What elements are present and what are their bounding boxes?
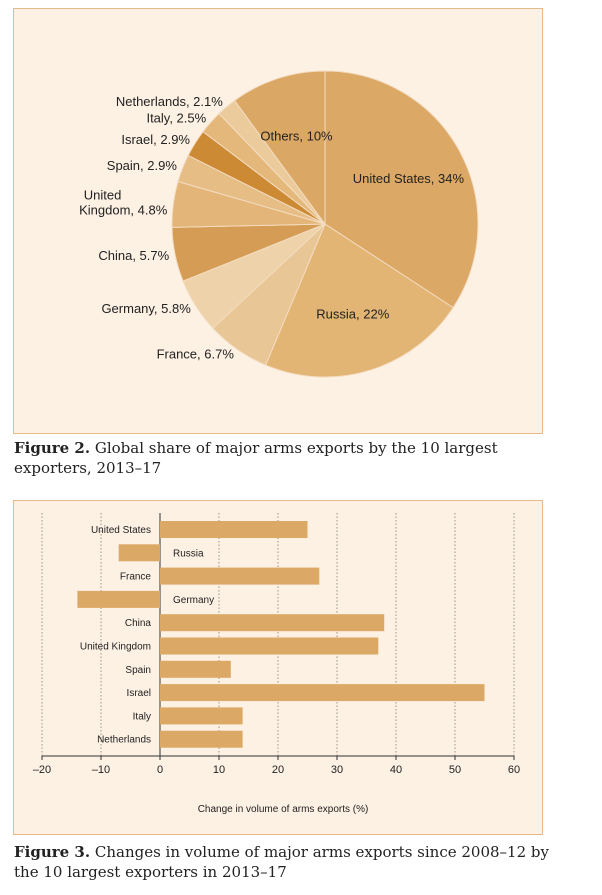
x-tick-label: 20 — [272, 764, 284, 776]
x-tick-label: 40 — [390, 764, 402, 776]
bar-spain — [160, 660, 231, 678]
pie-chart-panel: United States, 34% Russia, 22% France, 6.7… — [13, 8, 543, 434]
category-label-china: China — [125, 618, 152, 629]
x-tick-label: 10 — [213, 764, 225, 776]
pie-label-others: Others, 10% — [260, 129, 333, 144]
figure-3-caption-label: Figure 3. — [14, 843, 91, 861]
category-label-italy: Italy — [133, 711, 151, 722]
bar-germany — [77, 590, 160, 608]
pie-label-italy: Italy, 2.5% — [146, 110, 206, 125]
x-tick-label: 0 — [157, 764, 163, 776]
x-tick-label: –20 — [33, 764, 51, 776]
category-label-spain: Spain — [125, 665, 151, 676]
pie-label-netherlands: Netherlands, 2.1% — [116, 94, 223, 109]
category-label-israel: Israel — [127, 688, 151, 699]
pie-label-united-states: United States, 34% — [353, 171, 465, 186]
bar-united-states — [160, 521, 308, 538]
category-label-russia: Russia — [173, 548, 204, 559]
category-label-germany: Germany — [173, 595, 214, 606]
bar-israel — [160, 684, 485, 702]
pie-label-israel: Israel, 2.9% — [121, 132, 190, 147]
bar-chart-panel: United States Russia France Germany China Uni… — [13, 500, 543, 835]
pie-chart: United States, 34% Russia, 22% France, 6.7… — [79, 70, 479, 378]
pie-label-germany: Germany, 5.8% — [101, 301, 191, 316]
x-tick-label: –10 — [92, 764, 110, 776]
pie-slice-russia — [265, 223, 454, 378]
x-tick-label: 60 — [508, 764, 520, 776]
pie-label-france: France, 6.7% — [157, 346, 235, 361]
category-label-france: France — [120, 572, 152, 583]
figure-3-caption: Figure 3. Changes in volume of major arm… — [14, 842, 574, 882]
figure-2-caption: Figure 2. Global share of major arms exp… — [14, 438, 574, 478]
category-label-netherlands: Netherlands — [97, 735, 151, 746]
category-label-united-states: United States — [91, 525, 151, 536]
pie-label-china: China, 5.7% — [98, 248, 169, 263]
figure-2-caption-text: Global share of major arms exports by th… — [14, 439, 498, 477]
bar-russia — [118, 544, 160, 562]
figure-2-caption-label: Figure 2. — [14, 439, 91, 457]
pie-label-line: Kingdom, 4.8% — [79, 203, 168, 218]
pie-label-united-kingdom: United Kingdom, 4.8% — [79, 188, 168, 218]
pie-label-spain: Spain, 2.9% — [107, 158, 178, 173]
bar-italy — [160, 707, 243, 725]
x-axis-title: Change in volume of arms exports (%) — [198, 804, 369, 815]
bar-chart: United States Russia France Germany China Uni… — [33, 513, 520, 815]
bar-china — [160, 614, 385, 632]
bar-netherlands — [160, 730, 243, 748]
bar-united-kingdom — [160, 637, 379, 655]
pie-label-line: United — [84, 188, 122, 203]
pie-label-russia: Russia, 22% — [316, 307, 389, 322]
category-label-united-kingdom: United Kingdom — [80, 642, 151, 653]
figure-3-caption-text: Changes in volume of major arms exports … — [14, 843, 549, 881]
pie-slice-others — [233, 70, 326, 226]
x-tick-label: 50 — [449, 764, 461, 776]
bar-france — [160, 567, 320, 585]
x-tick-label: 30 — [331, 764, 343, 776]
